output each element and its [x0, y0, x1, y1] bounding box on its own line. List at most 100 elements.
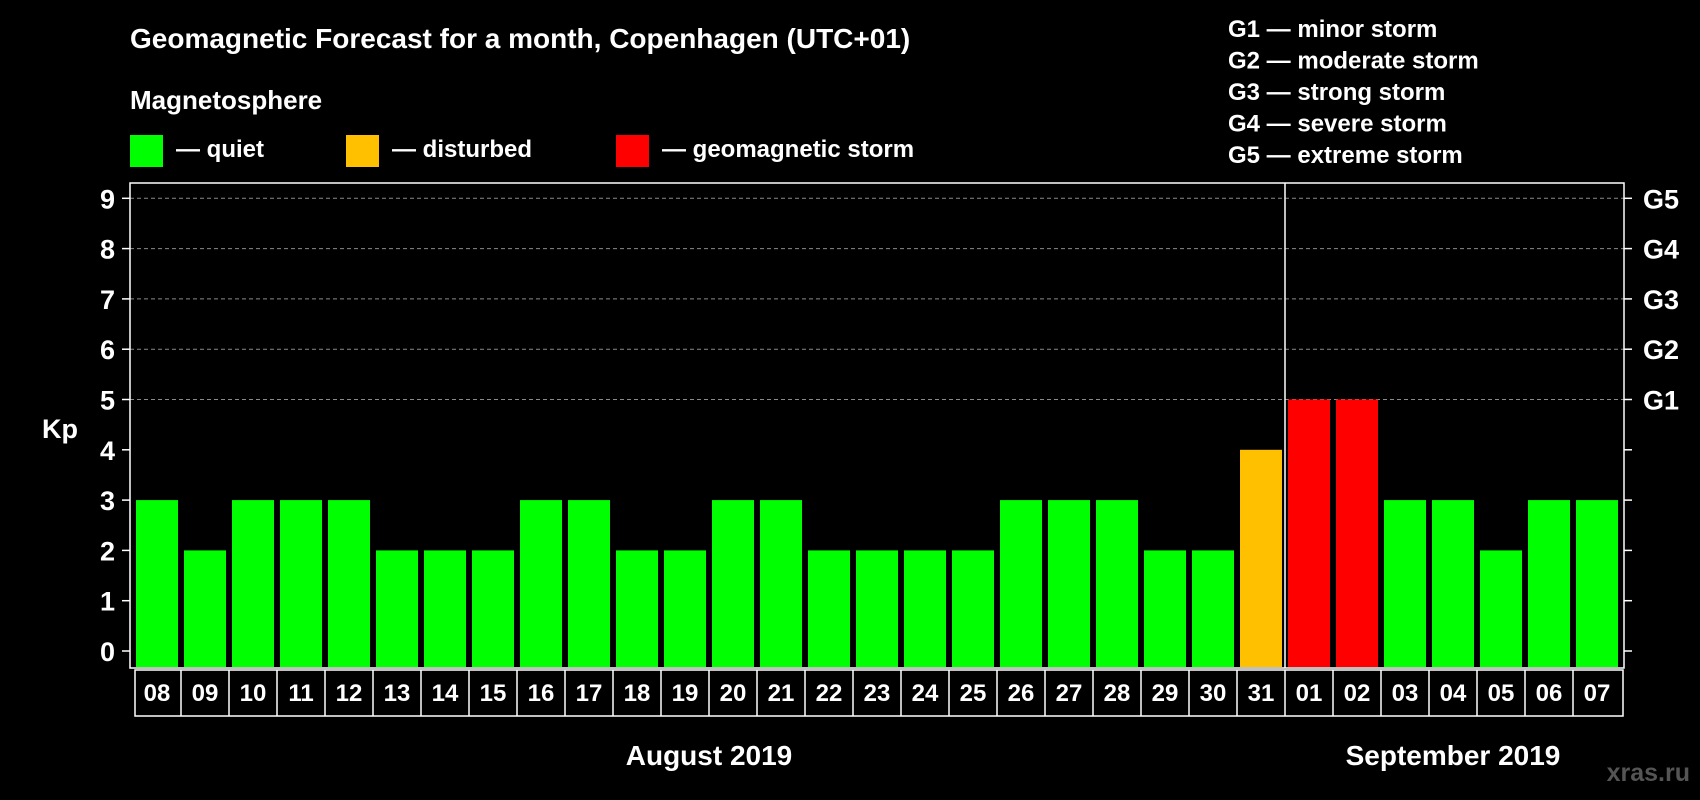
bar [424, 550, 466, 667]
g-scale-label: G1 [1643, 386, 1679, 416]
bar [280, 500, 322, 667]
bar [616, 550, 658, 667]
day-label: 15 [480, 680, 507, 707]
status-legend: — quiet — disturbed — geomagnetic storm [130, 135, 914, 167]
bar [808, 550, 850, 667]
g-scale-legend-item: G4 — severe storm [1228, 111, 1447, 138]
y-tick-label: 8 [100, 235, 115, 265]
watermark: xras.ru [1607, 759, 1690, 787]
day-label: 07 [1584, 680, 1611, 707]
g-scale-label: G2 [1643, 335, 1679, 365]
g-scale-legend-item: G5 — extreme storm [1228, 142, 1463, 169]
day-label: 18 [624, 680, 651, 707]
bar [1000, 500, 1042, 667]
day-label: 06 [1536, 680, 1563, 707]
bar [376, 550, 418, 667]
chart-subtitle: Magnetosphere [130, 85, 322, 115]
day-label: 09 [192, 680, 219, 707]
bar [1240, 449, 1282, 667]
bar [1096, 500, 1138, 667]
y-tick-label: 5 [100, 386, 115, 416]
g-scale-legend-item: G2 — moderate storm [1228, 48, 1479, 75]
bar [1144, 550, 1186, 667]
day-label: 12 [336, 680, 363, 707]
bar [1288, 399, 1330, 667]
y-tick-label: 6 [100, 335, 115, 365]
y-tick-label: 1 [100, 587, 115, 617]
bar [232, 500, 274, 667]
bar [1336, 399, 1378, 667]
day-label: 17 [576, 680, 603, 707]
month-labels: August 2019 September 2019 [626, 740, 1561, 771]
bar [1048, 500, 1090, 667]
bar [1576, 500, 1618, 667]
bar [328, 500, 370, 667]
day-label: 31 [1248, 680, 1275, 707]
bar [664, 550, 706, 667]
day-label: 11 [288, 680, 313, 707]
g-scale-legend-item: G1 — minor storm [1228, 16, 1437, 43]
bars [136, 399, 1618, 667]
plot-border [129, 182, 1625, 669]
grid-lines [130, 197, 1624, 400]
day-label: 20 [720, 680, 747, 707]
day-label: 02 [1344, 680, 1371, 707]
g-scale-label: G4 [1643, 235, 1679, 265]
bar [472, 550, 514, 667]
day-label: 08 [144, 680, 171, 707]
day-label: 29 [1152, 680, 1179, 707]
bar [712, 500, 754, 667]
day-label: 01 [1296, 680, 1323, 707]
day-label: 22 [816, 680, 843, 707]
g-scale-legend-item: G3 — strong storm [1228, 79, 1445, 106]
y-tick-label: 2 [100, 536, 115, 566]
bar [1432, 500, 1474, 667]
legend-label: — geomagnetic storm [662, 136, 914, 163]
bar [520, 500, 562, 667]
day-label: 19 [672, 680, 699, 707]
month-label: September 2019 [1346, 740, 1561, 771]
y-tick-label: 0 [100, 637, 115, 667]
legend-swatch [616, 135, 649, 167]
bar [952, 550, 994, 667]
bar [184, 550, 226, 667]
chart-title: Geomagnetic Forecast for a month, Copenh… [130, 23, 910, 54]
day-label: 03 [1392, 680, 1419, 707]
bar [856, 550, 898, 667]
day-labels: 08 09 10 11 12 13 14 15 16 17 18 19 20 21 22 23 24 25 26 27… [134, 669, 1624, 717]
day-label: 14 [432, 680, 459, 707]
g-scale-label: G3 [1643, 285, 1679, 315]
y-tick-label: 9 [100, 184, 115, 214]
g-scale-axis: G1 G2 G3 G4 G5 [1624, 184, 1679, 652]
y-tick-label: 3 [100, 486, 115, 516]
day-label: 10 [240, 680, 267, 707]
y-tick-label: 7 [100, 285, 115, 315]
bar [1480, 550, 1522, 667]
g-scale-legend: G1 — minor storm G2 — moderate storm G3 — … [1228, 16, 1479, 169]
y-tick-label: 4 [100, 436, 115, 466]
bar [136, 500, 178, 667]
day-label: 04 [1440, 680, 1467, 707]
y-axis: 0 1 2 3 4 5 6 7 8 9 [100, 184, 130, 667]
day-label: 24 [912, 680, 939, 707]
day-label: 26 [1008, 680, 1035, 707]
day-label: 13 [384, 680, 411, 707]
bar [904, 550, 946, 667]
day-label: 25 [960, 680, 987, 707]
bar [1384, 500, 1426, 667]
bar [760, 500, 802, 667]
day-label: 23 [864, 680, 891, 707]
y-axis-label: Kp [42, 414, 78, 444]
day-label: 21 [768, 680, 795, 707]
month-label: August 2019 [626, 740, 793, 771]
day-label-strip [134, 669, 1624, 717]
day-label: 28 [1104, 680, 1131, 707]
bar [1528, 500, 1570, 667]
day-label: 27 [1056, 680, 1083, 707]
day-label: 05 [1488, 680, 1515, 707]
day-label: 16 [528, 680, 555, 707]
legend-swatch [346, 135, 379, 167]
legend-label: — quiet [176, 136, 264, 163]
legend-label: — disturbed [392, 136, 532, 163]
